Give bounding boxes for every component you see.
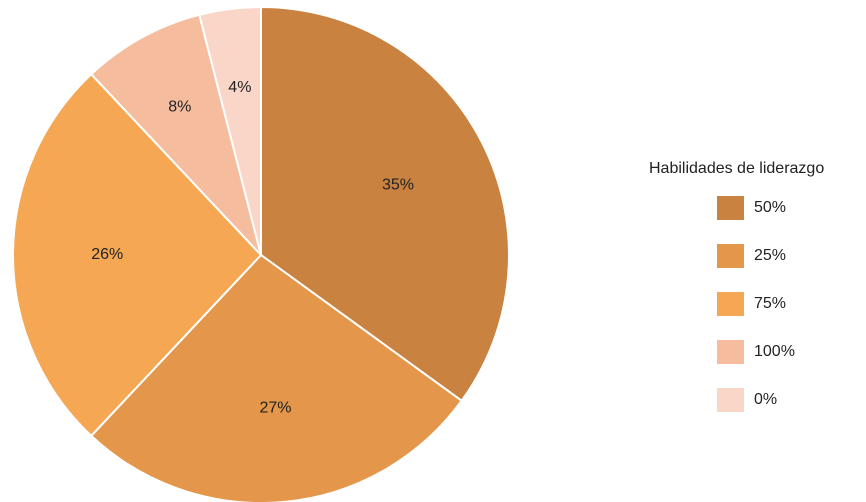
legend-item: 50% — [717, 196, 866, 220]
legend-swatch — [717, 196, 744, 220]
legend-label: 75% — [754, 295, 787, 312]
legend-label: 100% — [754, 343, 795, 360]
pie-slice-label: 8% — [168, 98, 191, 115]
legend-swatch — [717, 388, 744, 412]
pie-slice — [198, 5, 262, 256]
legend-label: 50% — [754, 199, 787, 216]
legend-label: 25% — [754, 247, 787, 264]
legend-item: 25% — [717, 244, 866, 268]
legend-swatch — [717, 340, 744, 364]
legend-swatch — [717, 244, 744, 268]
pie-slice — [260, 5, 510, 403]
pie-slice-label: 26% — [91, 246, 123, 263]
legend-item: 0% — [717, 388, 866, 412]
pie-slice-labels: 35% 27% 26% 8% 4% — [91, 79, 414, 416]
pie-slice-label: 27% — [259, 399, 291, 416]
pie-slice-label: 35% — [382, 176, 414, 193]
legend: Habilidades de liderazgo 50% 25% 75% 100… — [649, 160, 866, 412]
legend-title: Habilidades de liderazgo — [649, 160, 825, 177]
legend-swatch — [717, 292, 744, 316]
legend-item: 75% — [717, 292, 866, 316]
legend-item: 100% — [717, 340, 866, 364]
pie-slice — [12, 72, 263, 438]
pie-slice-label: 4% — [228, 79, 251, 96]
pie-slices — [12, 5, 510, 502]
pie-slice — [89, 13, 262, 256]
legend-label: 0% — [754, 391, 778, 408]
